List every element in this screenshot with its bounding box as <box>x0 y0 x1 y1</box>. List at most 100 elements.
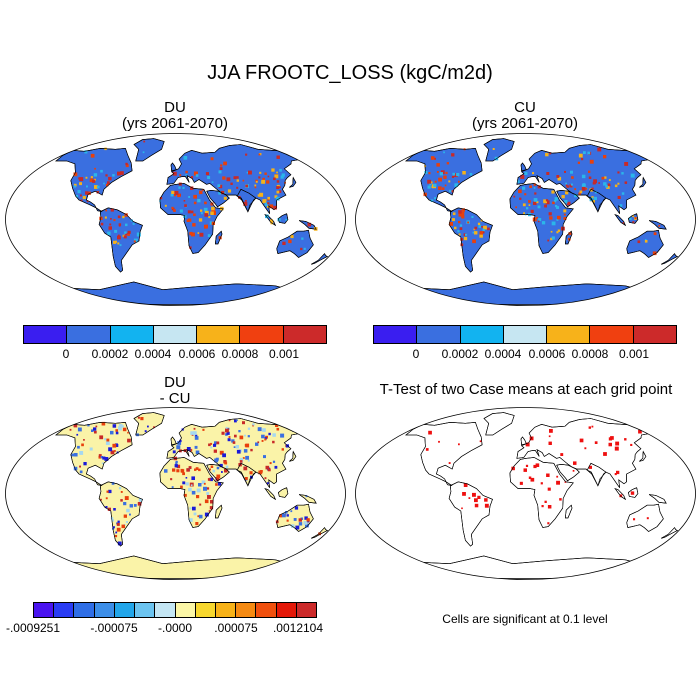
grid-cell <box>533 187 536 189</box>
grid-cell <box>267 468 271 472</box>
grid-cell <box>272 440 275 444</box>
grid-cell <box>458 443 460 446</box>
grid-cell <box>610 436 614 440</box>
coastline <box>556 463 580 482</box>
grid-cell <box>224 468 228 473</box>
grid-cell <box>144 430 147 433</box>
grid-cell <box>257 427 262 432</box>
grid-cell <box>239 435 244 440</box>
grid-cell <box>79 194 82 197</box>
grid-cell <box>86 185 88 188</box>
grid-cell <box>294 506 299 510</box>
grid-cell <box>175 460 178 464</box>
grid-cell <box>564 170 566 173</box>
grid-cell <box>171 190 175 194</box>
grid-cell <box>173 209 176 212</box>
grid-cell <box>174 464 178 468</box>
grid-cell <box>177 193 181 198</box>
grid-cell <box>194 468 197 471</box>
grid-cell <box>183 156 188 160</box>
grid-cell <box>425 448 429 451</box>
grid-cell <box>222 176 226 180</box>
grid-cell <box>581 174 586 179</box>
grid-cell <box>617 171 620 174</box>
grid-cell <box>572 470 575 472</box>
grid-cell <box>543 199 547 204</box>
grid-cell <box>123 514 127 518</box>
grid-cell <box>438 440 440 443</box>
grid-cell <box>630 443 633 446</box>
grid-cell <box>259 192 264 197</box>
grid-cell <box>305 523 309 528</box>
land-layer <box>55 412 329 579</box>
grid-cell <box>73 423 78 428</box>
coastline <box>170 162 177 172</box>
colorbar-cu-tick-label: 0 <box>412 347 420 361</box>
grid-cell <box>191 232 195 237</box>
colorbar-swatch <box>276 603 297 617</box>
grid-cell <box>110 218 112 220</box>
grid-cell <box>247 427 251 430</box>
grid-cell <box>550 237 553 241</box>
grid-cell <box>225 465 229 469</box>
grid-cell <box>454 226 457 230</box>
grid-cell <box>204 499 209 504</box>
grid-cell <box>458 212 463 217</box>
grid-cell <box>102 456 106 460</box>
grid-cell <box>551 221 556 226</box>
grid-cell <box>236 419 238 421</box>
grid-cell <box>279 168 282 172</box>
grid-cell <box>451 190 454 193</box>
grid-cell <box>433 157 436 160</box>
grid-cell <box>598 182 600 184</box>
colorbar-swatch <box>547 326 591 343</box>
grid-cell <box>225 428 229 433</box>
grid-cell <box>116 522 120 526</box>
grid-cell <box>189 518 193 522</box>
grid-cell <box>593 182 597 185</box>
grid-cell <box>482 228 485 232</box>
panel-du-title: DU (yrs 2061-2070) <box>75 100 275 132</box>
coastline <box>661 527 679 539</box>
grid-cell <box>561 195 565 199</box>
grid-cell <box>185 477 188 479</box>
grid-cell <box>242 179 245 182</box>
grid-cell <box>179 174 182 177</box>
grid-cell <box>143 140 146 143</box>
colorbar-swatch <box>590 326 634 343</box>
grid-cell <box>209 477 213 482</box>
grid-cell <box>545 152 549 157</box>
grid-cell <box>624 181 628 184</box>
grid-cell <box>108 489 112 494</box>
grid-cell <box>113 240 117 244</box>
grid-cell <box>118 426 122 431</box>
grid-cell <box>537 185 541 189</box>
grid-cell <box>117 520 120 523</box>
grid-cell <box>267 205 269 208</box>
grid-cell <box>548 441 552 445</box>
coastline <box>311 527 329 539</box>
coastline <box>276 503 314 532</box>
grid-cell <box>549 429 553 433</box>
grid-cell <box>520 174 525 179</box>
grid-cell <box>117 242 120 245</box>
significance-note: Cells are significant at 0.1 level <box>442 612 608 626</box>
grid-cell <box>194 445 198 449</box>
map-border <box>5 407 346 580</box>
grid-cell <box>204 213 208 217</box>
grid-cell <box>210 442 213 445</box>
grid-cell <box>477 495 481 499</box>
grid-cell <box>571 176 574 179</box>
grid-cell <box>547 239 550 242</box>
grid-cell <box>285 511 288 514</box>
grid-cell <box>85 191 89 195</box>
grid-cell <box>190 176 194 179</box>
grid-cell <box>469 173 473 176</box>
grid-cell <box>117 215 121 219</box>
grid-cell <box>438 177 442 182</box>
grid-cell <box>591 425 594 428</box>
grid-cell <box>566 185 569 188</box>
grid-cell <box>653 232 657 236</box>
grid-cell <box>436 163 440 167</box>
grid-cell <box>267 175 270 178</box>
